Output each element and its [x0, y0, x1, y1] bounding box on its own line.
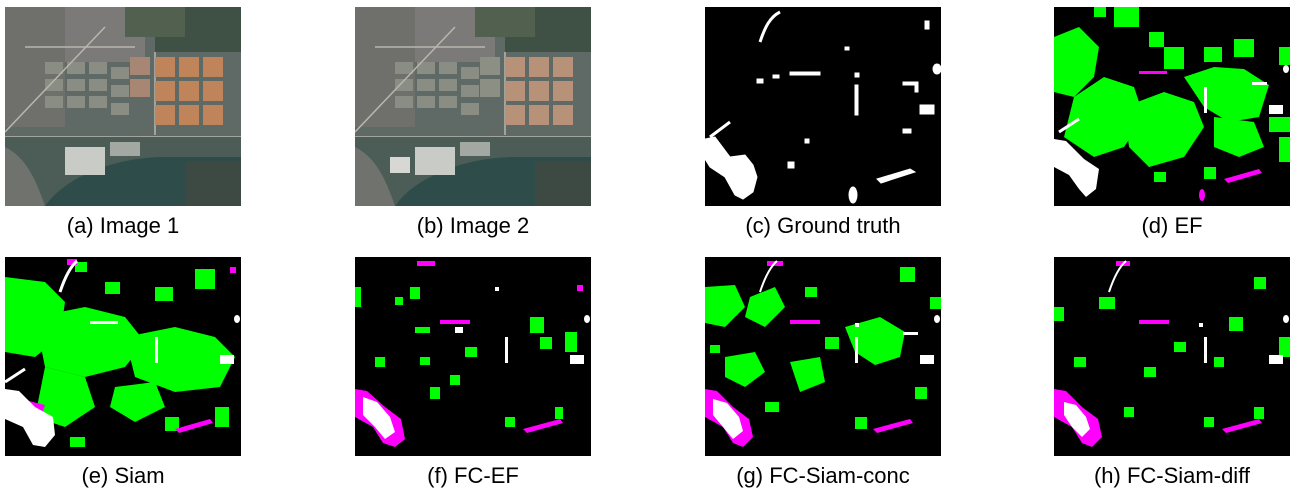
panel-ef — [1054, 7, 1290, 206]
satellite-image-1 — [5, 7, 241, 206]
satellite-image-2 — [355, 7, 591, 206]
caption-f: (f) FC-EF — [427, 463, 519, 488]
siam-mask — [5, 257, 241, 456]
fc-ef-mask — [355, 257, 591, 456]
panel-fc-siam-conc — [705, 257, 941, 456]
fc-siam-conc-mask — [705, 257, 941, 456]
caption-c: (c) Ground truth — [745, 213, 901, 238]
ground-truth-mask — [705, 7, 941, 206]
panel-image-1 — [5, 7, 241, 206]
caption-g: (g) FC-Siam-conc — [736, 463, 910, 488]
caption-d: (d) EF — [1141, 213, 1203, 238]
fc-siam-diff-mask — [1054, 257, 1290, 456]
caption-b: (b) Image 2 — [416, 213, 530, 238]
panel-image-2 — [355, 7, 591, 206]
panel-ground-truth — [705, 7, 941, 206]
caption-e: (e) Siam — [81, 463, 165, 488]
panel-siam — [5, 257, 241, 456]
panel-fc-ef — [355, 257, 591, 456]
caption-h: (h) FC-Siam-diff — [1093, 463, 1251, 488]
caption-a: (a) Image 1 — [66, 213, 180, 238]
ef-mask — [1054, 7, 1290, 206]
panel-fc-siam-diff — [1054, 257, 1290, 456]
